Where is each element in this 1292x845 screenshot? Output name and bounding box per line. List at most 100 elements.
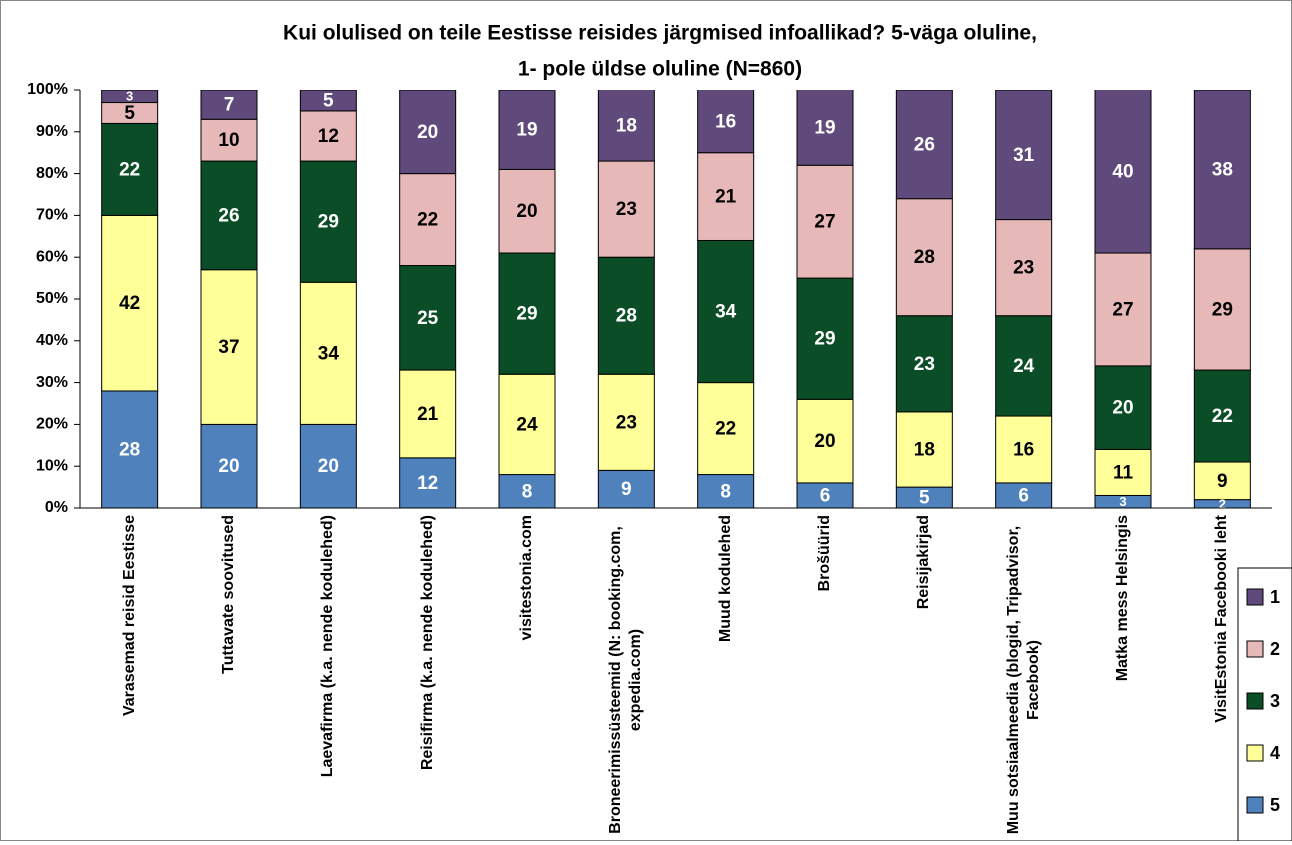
bar-segment bbox=[399, 173, 457, 267]
data-label: 40 bbox=[1112, 162, 1133, 183]
data-label: 6 bbox=[820, 485, 831, 506]
legend-label: 3 bbox=[1270, 691, 1280, 711]
x-tick-label: VisitEstonia Facebooki leht bbox=[1174, 515, 1270, 845]
data-label: 20 bbox=[1112, 398, 1133, 419]
data-label: 8 bbox=[522, 481, 533, 502]
bar-segment bbox=[498, 168, 556, 254]
bar-segment bbox=[200, 423, 258, 508]
data-label: 21 bbox=[417, 404, 439, 425]
legend-swatch bbox=[1246, 640, 1264, 658]
bar-segment bbox=[796, 90, 854, 166]
data-label: 9 bbox=[621, 479, 632, 500]
bar-segment bbox=[796, 164, 854, 279]
data-label: 29 bbox=[814, 329, 835, 350]
bar-segment bbox=[895, 315, 953, 413]
data-label: 20 bbox=[318, 456, 339, 477]
bar-segment bbox=[895, 411, 953, 488]
x-tick-text: Broneerimissüsteemid (N: booking.com, ex… bbox=[607, 526, 645, 834]
x-tick-label: Reisijakirjad bbox=[876, 515, 972, 845]
data-label: 18 bbox=[914, 439, 935, 460]
bar-segment bbox=[399, 369, 457, 459]
y-tick-label: 70% bbox=[36, 207, 68, 224]
data-label: 42 bbox=[119, 293, 140, 314]
data-label: 29 bbox=[516, 304, 537, 325]
x-tick-label: Varasemad reisid Eestisse bbox=[82, 515, 178, 845]
bar-segment bbox=[697, 382, 755, 476]
data-label: 25 bbox=[417, 308, 439, 329]
data-label: 37 bbox=[218, 337, 239, 358]
bar-segment bbox=[498, 90, 556, 170]
data-label: 22 bbox=[119, 159, 140, 180]
data-label: 22 bbox=[1212, 406, 1233, 427]
x-tick-text: Reisifirma (k.a. nende kodulehed) bbox=[418, 515, 436, 771]
chart-title: 1- pole üldse oluline (N=860) bbox=[518, 58, 802, 81]
bar-segment bbox=[697, 474, 755, 508]
bar-segment bbox=[200, 118, 258, 162]
data-label: 19 bbox=[516, 120, 537, 141]
data-label: 38 bbox=[1212, 159, 1233, 180]
data-label: 20 bbox=[417, 122, 438, 143]
bar-segment bbox=[399, 90, 457, 175]
bar-segment bbox=[697, 90, 755, 154]
bar-segment bbox=[597, 469, 655, 508]
data-label: 6 bbox=[1018, 485, 1029, 506]
bar-segment bbox=[299, 423, 357, 508]
data-label: 18 bbox=[616, 116, 637, 137]
bar-segment bbox=[1094, 448, 1152, 496]
y-tick-label: 0% bbox=[45, 499, 68, 516]
data-label: 12 bbox=[318, 126, 339, 147]
data-label: 19 bbox=[814, 118, 835, 139]
x-tick-text: Brošüürid bbox=[816, 515, 833, 592]
data-label: 10 bbox=[218, 130, 239, 151]
y-tick-label: 30% bbox=[36, 374, 68, 391]
bar-segment bbox=[1193, 369, 1251, 463]
data-label: 5 bbox=[124, 103, 135, 124]
data-label: 27 bbox=[814, 212, 835, 233]
data-label: 29 bbox=[1212, 299, 1233, 320]
data-label: 23 bbox=[616, 412, 637, 433]
x-tick-label: Laevafirma (k.a. nende kodulehed) bbox=[280, 515, 376, 845]
bar-segment bbox=[299, 90, 357, 112]
data-label: 26 bbox=[218, 205, 239, 226]
y-tick-label: 40% bbox=[36, 332, 68, 349]
data-label: 21 bbox=[715, 187, 737, 208]
y-tick-label: 60% bbox=[36, 248, 68, 265]
data-label: 22 bbox=[417, 210, 438, 231]
legend-label: 1 bbox=[1270, 587, 1280, 607]
x-tick-label: Matka mess Helsingis bbox=[1075, 515, 1171, 845]
data-label: 34 bbox=[715, 302, 737, 323]
bar-segment bbox=[1094, 252, 1152, 367]
chart-title: Kui olulised on teile Eestisse reisides … bbox=[283, 22, 1037, 45]
bar-segment bbox=[1193, 90, 1251, 250]
bar-segment bbox=[101, 214, 159, 392]
legend-swatch bbox=[1246, 744, 1264, 762]
data-label: 9 bbox=[1217, 471, 1228, 492]
data-label: 28 bbox=[616, 306, 637, 327]
data-label: 2 bbox=[1219, 496, 1226, 511]
bar-segment bbox=[796, 482, 854, 508]
data-label: 3 bbox=[1119, 494, 1126, 509]
data-label: 20 bbox=[814, 431, 835, 452]
data-label: 16 bbox=[1013, 439, 1034, 460]
bar-segment bbox=[1094, 365, 1152, 450]
bar-segment bbox=[1193, 248, 1251, 371]
bar-segment bbox=[995, 482, 1053, 508]
x-tick-text: Tuttavate soovitused bbox=[220, 515, 237, 674]
data-label: 3 bbox=[126, 89, 133, 104]
data-label: 12 bbox=[417, 473, 438, 494]
bar-segment bbox=[597, 373, 655, 471]
x-tick-label: Brošüürid bbox=[777, 515, 873, 845]
y-tick-label: 80% bbox=[36, 165, 68, 182]
data-label: 23 bbox=[914, 354, 935, 375]
data-label: 20 bbox=[218, 456, 239, 477]
data-label: 24 bbox=[516, 414, 538, 435]
legend-swatch bbox=[1246, 692, 1264, 710]
data-label: 27 bbox=[1112, 299, 1133, 320]
bar-segment bbox=[995, 315, 1053, 417]
bar-segment bbox=[101, 90, 159, 104]
bar-segment bbox=[200, 160, 258, 271]
bar-segment bbox=[895, 198, 953, 317]
data-label: 24 bbox=[1013, 356, 1035, 377]
